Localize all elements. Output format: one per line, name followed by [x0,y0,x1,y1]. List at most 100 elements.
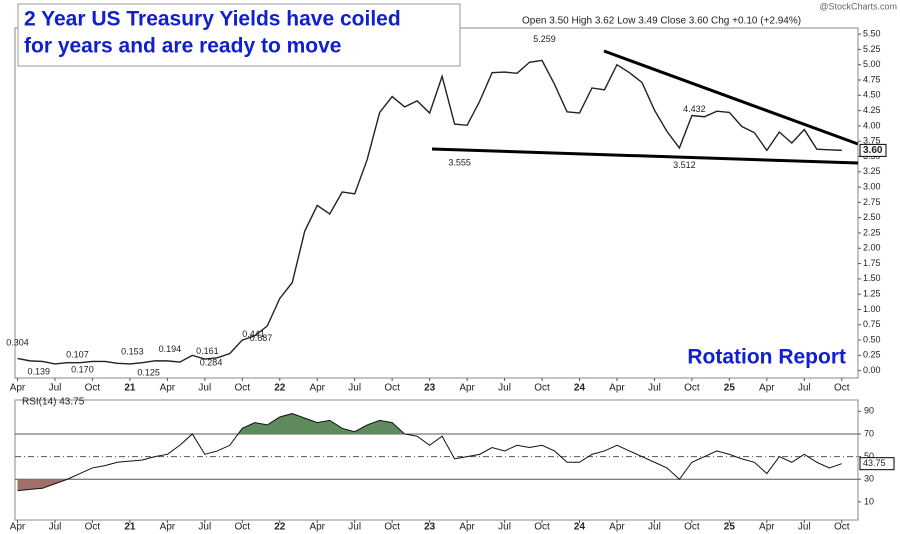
resistance-trendline [603,49,859,146]
x-tick-label: Apr [459,383,475,394]
x-tick-label: 24 [574,383,586,394]
annotation: 0.161 [196,346,219,356]
rsi-overbought-fill [192,413,405,434]
y-tick-label: 2.50 [863,212,881,222]
x-tick-label: Jul [348,383,361,394]
x-tick-label: 22 [274,383,286,394]
y-tick-label: 5.50 [863,28,881,38]
chart-title: for years and are ready to move [24,35,341,58]
x-tick-label: Apr [759,383,775,394]
x-tick-label: Oct [684,522,700,533]
rsi-tick-label: 50 [864,451,874,461]
x-tick-label: Jul [49,383,62,394]
x-tick-label: Oct [534,383,550,394]
x-tick-label: Apr [10,522,26,533]
rsi-line [17,413,842,492]
x-tick-label: Jul [648,522,661,533]
last-value-label: 3.60 [863,145,883,156]
x-tick-label: Oct [834,522,850,533]
x-tick-label: 23 [424,522,436,533]
last-value-box [859,143,887,157]
y-tick-label: 1.00 [863,304,881,314]
y-tick-label: 4.00 [863,120,881,130]
x-tick-label: Oct [534,522,550,533]
brand: Rotation Report [687,346,846,369]
x-tick-label: 21 [124,383,136,394]
y-tick-label: 2.00 [863,243,881,253]
y-tick-label: 5.00 [863,59,881,69]
x-tick-label: Apr [10,383,26,394]
x-tick-label: Apr [759,522,775,533]
rsi-panel [14,399,859,521]
x-tick-label: Oct [85,383,101,394]
x-tick-label: 23 [424,383,436,394]
y-tick-label: 1.50 [863,273,881,283]
rsi-tick-label: 70 [864,428,874,438]
x-tick-label: Jul [198,383,211,394]
y-tick-label: 0.00 [863,365,881,375]
x-tick-label: 24 [574,522,586,533]
x-tick-label: Jul [798,383,811,394]
support-trendline [431,147,859,165]
y-tick-label: 3.75 [863,136,881,146]
price-line [17,59,842,365]
x-tick-label: 25 [724,522,736,533]
x-tick-label: Oct [235,383,251,394]
x-tick-label: 22 [274,522,286,533]
x-tick-label: Oct [384,522,400,533]
annotation: 0.153 [121,347,144,357]
x-tick-label: Jul [648,383,661,394]
x-tick-label: Apr [160,522,176,533]
x-tick-label: Oct [235,522,251,533]
x-tick-label: Apr [160,383,176,394]
ohlc-header: Open 3.50 High 3.62 Low 3.49 Close 3.60 … [522,16,801,27]
x-tick-label: Apr [309,522,325,533]
x-tick-label: Oct [85,522,101,533]
annotation: 0.194 [159,344,182,354]
x-tick-label: Apr [609,383,625,394]
y-tick-label: 3.25 [863,166,881,176]
annotation: 0.284 [200,358,223,368]
x-tick-label: Apr [459,522,475,533]
rsi-tick-label: 30 [864,474,874,484]
x-tick-label: Jul [348,522,361,533]
chart-title: 2 Year US Treasury Yields have coiled [24,8,401,31]
annotation: 5.259 [533,34,556,44]
annotation: 0.107 [66,349,89,359]
annotation: 0.170 [71,365,94,375]
x-tick-label: Jul [498,522,511,533]
rsi-title: RSI(14) 43.75 [22,397,85,408]
y-tick-label: 3.00 [863,181,881,191]
y-tick-label: 0.50 [863,334,881,344]
y-tick-label: 4.25 [863,105,881,115]
rsi-tick-label: 10 [864,496,874,506]
y-tick-label: 0.75 [863,319,881,329]
y-tick-label: 4.75 [863,74,881,84]
x-tick-label: Oct [834,383,850,394]
price-panel [14,27,859,379]
x-tick-label: Apr [309,383,325,394]
y-tick-label: 2.25 [863,227,881,237]
y-tick-label: 5.25 [863,44,881,54]
annotation: 0.139 [27,367,50,377]
x-tick-label: Apr [609,522,625,533]
annotation: 3.512 [673,160,696,170]
annotation: 4.432 [683,104,706,114]
y-tick-label: 0.25 [863,350,881,360]
y-tick-label: 1.25 [863,289,881,299]
annotation: 0.441 [242,329,265,339]
x-tick-label: 25 [724,383,736,394]
y-tick-label: 4.50 [863,90,881,100]
title-box [17,3,461,67]
x-tick-label: Jul [198,522,211,533]
watermark: @StockCharts.com [819,1,897,11]
annotation: 0.304 [6,337,29,347]
x-tick-label: Oct [684,383,700,394]
x-tick-label: Jul [49,522,62,533]
y-tick-label: 2.75 [863,197,881,207]
rsi-oversold-fill [17,479,68,491]
rsi-last-label: 43.75 [863,458,886,468]
annotation: 0.125 [137,367,160,377]
x-tick-label: Jul [498,383,511,394]
